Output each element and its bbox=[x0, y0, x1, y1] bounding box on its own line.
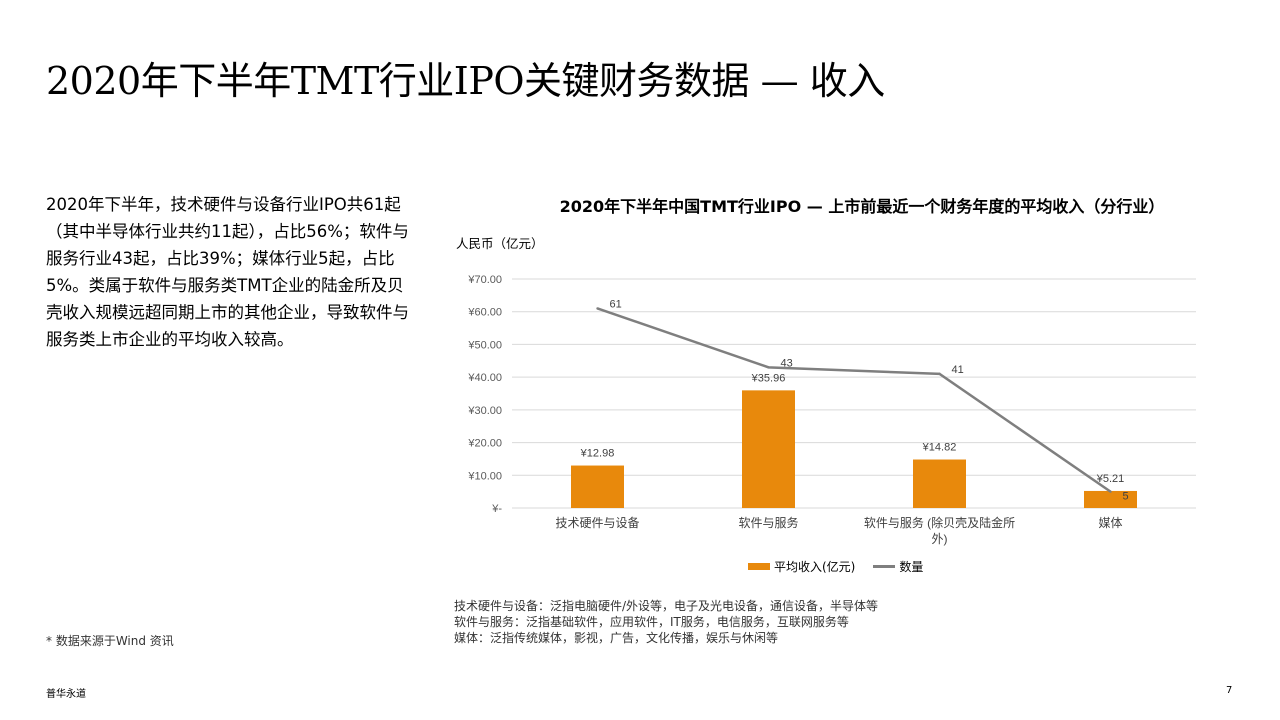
bar-data-label: ¥12.98 bbox=[580, 448, 615, 460]
note-line: 媒体：泛指传统媒体，影视，广告，文化传播，娱乐与休闲等 bbox=[454, 631, 779, 645]
note-line: 技术硬件与设备：泛指电脑硬件/外设等，电子及光电设备，通信设备，半导体等 bbox=[454, 599, 879, 613]
line-data-label: 41 bbox=[952, 364, 964, 376]
y-tick-label: ¥20.00 bbox=[467, 438, 502, 450]
chart-legend: 平均收入(亿元) 数量 bbox=[748, 558, 923, 575]
bar bbox=[571, 465, 624, 508]
page-number: 7 bbox=[1226, 685, 1233, 696]
x-tick-label: 技术硬件与设备 bbox=[555, 516, 639, 530]
note-line: 软件与服务：泛指基础软件，应用软件，IT服务，电信服务，互联网服务等 bbox=[454, 615, 849, 629]
x-tick-label: 软件与服务 bbox=[738, 515, 798, 530]
bar-data-label: ¥5.21 bbox=[1096, 473, 1125, 485]
y-tick-label: ¥50.00 bbox=[467, 339, 502, 351]
count-point bbox=[767, 366, 770, 369]
definitions-notes: 技术硬件与设备：泛指电脑硬件/外设等，电子及光电设备，通信设备，半导体等 软件与… bbox=[454, 598, 878, 646]
x-tick-label: 媒体 bbox=[1098, 516, 1122, 530]
count-point bbox=[596, 307, 599, 310]
bar bbox=[913, 459, 966, 508]
line-data-label: 5 bbox=[1123, 491, 1129, 503]
chart: ¥- ¥10.00 ¥20.00 ¥30.00 ¥40.00 ¥50.00 ¥60.00 ¥7… bbox=[467, 274, 1196, 546]
x-tick-label: 外) bbox=[932, 532, 948, 546]
source-note: * 数据来源于Wind 资讯 bbox=[46, 634, 174, 648]
y-tick-label: ¥10.00 bbox=[467, 470, 502, 482]
y-tick-label: ¥- bbox=[491, 503, 502, 515]
legend-swatch-bar bbox=[748, 563, 770, 570]
y-tick-label: ¥40.00 bbox=[467, 372, 502, 384]
line-data-label: 43 bbox=[781, 357, 793, 369]
y-tick-label: ¥60.00 bbox=[467, 307, 502, 319]
footer-brand: 普华永道 bbox=[46, 689, 86, 700]
count-point bbox=[938, 372, 941, 376]
line-data-label: 61 bbox=[610, 298, 622, 310]
y-tick-label: ¥70.00 bbox=[467, 274, 502, 286]
bar-data-label: ¥14.82 bbox=[922, 442, 957, 454]
count-point bbox=[1109, 490, 1112, 493]
count-line bbox=[597, 307, 1112, 493]
x-tick-label: 软件与服务 (除贝壳及陆金所 bbox=[864, 515, 1015, 530]
y-tick-label: ¥30.00 bbox=[467, 405, 502, 417]
bar bbox=[742, 390, 795, 508]
bar-data-label: ¥35.96 bbox=[751, 372, 786, 384]
page-title: 2020年下半年TMT行业IPO关键财务数据 — 收入 bbox=[46, 59, 885, 103]
summary-text: 2020年下半年，技术硬件与设备行业IPO共61起（其中半导体行业共约11起），… bbox=[46, 195, 409, 349]
bar bbox=[1084, 490, 1137, 508]
legend-swatch-line bbox=[873, 565, 896, 568]
chart-title: 2020年下半年中国TMT行业IPO — 上市前最近一个财务年度的平均收入（分行… bbox=[559, 197, 1165, 216]
legend-label-count: 数量 bbox=[899, 560, 924, 574]
y-axis-label: 人民币（亿元） bbox=[456, 236, 544, 251]
legend-label-revenue: 平均收入(亿元) bbox=[774, 560, 856, 574]
